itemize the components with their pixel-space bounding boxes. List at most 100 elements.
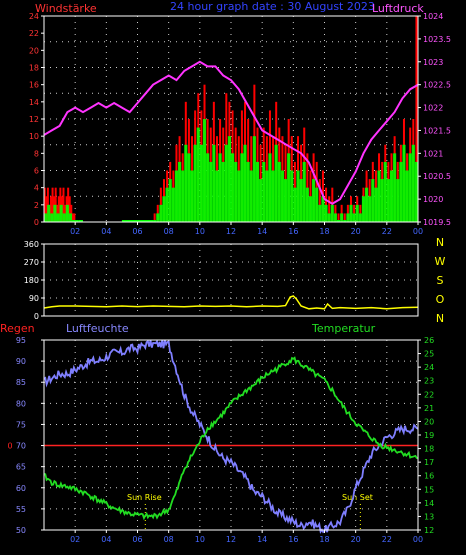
wind-tick-label: 2 (34, 201, 39, 210)
gust-band (333, 213, 337, 222)
gust-band (324, 204, 328, 222)
wind-tick-label: 20 (29, 46, 39, 55)
date-title: 24 hour graph date : 30 August 2023 (170, 0, 375, 13)
compass-label: O (436, 293, 445, 306)
gust-band (389, 170, 394, 222)
pressure-tick-label: 1020 (423, 195, 443, 204)
pressure-tick-label: 1022.5 (423, 81, 451, 90)
gust-band (159, 204, 163, 222)
gust-band (193, 144, 197, 222)
gust-band (262, 161, 266, 222)
gust-band (78, 220, 83, 222)
gust-band (343, 220, 347, 222)
wind-bar (328, 196, 331, 222)
pressure-tick-label: 1022 (423, 104, 443, 113)
humidity-title: Luftfeuchte (66, 322, 129, 335)
gust-band (414, 161, 418, 222)
gust-band (349, 204, 353, 222)
gust-band (361, 196, 366, 222)
x-tick-label: 06 (132, 535, 142, 544)
temperature-tick-label: 12 (424, 526, 434, 535)
gust-band (283, 179, 288, 222)
temperature-tick-label: 24 (424, 363, 434, 372)
wind-bar (337, 213, 340, 222)
gust-band (340, 213, 344, 222)
gust-band (156, 213, 160, 222)
gust-band (218, 153, 222, 222)
gust-band (383, 161, 387, 222)
gust-band (290, 170, 294, 222)
wind-bar (318, 179, 321, 222)
humidity-tick-label: 90 (16, 357, 26, 366)
x-tick-label: 14 (257, 227, 267, 236)
gust-band (221, 161, 225, 222)
x-tick-label: 04 (101, 535, 111, 544)
temperature-tick-label: 18 (424, 445, 434, 454)
gust-band (296, 170, 300, 222)
gust-band (199, 144, 203, 222)
gust-band (365, 187, 369, 222)
compass-label: W (435, 255, 446, 268)
gust-band (246, 161, 250, 222)
x-tick-label: 00 (413, 227, 423, 236)
gust-band (271, 170, 275, 222)
pressure-tick-label: 1020.5 (423, 172, 451, 181)
temperature-tick-label: 17 (424, 458, 434, 467)
wind-bar (353, 204, 356, 222)
gust-band (274, 144, 278, 222)
wind-bar (51, 187, 54, 222)
temperature-tick-label: 14 (424, 499, 434, 508)
wind-bar (56, 204, 59, 222)
x-tick-label: 04 (101, 227, 111, 236)
gust-band (121, 220, 138, 222)
gust-band (196, 127, 200, 222)
wind-bar (43, 187, 46, 222)
x-tick-label: 12 (226, 535, 236, 544)
gust-band (174, 170, 179, 222)
x-tick-label: 20 (351, 535, 361, 544)
gust-band (184, 144, 188, 222)
wind-bar (57, 196, 60, 222)
wind-bar (62, 187, 65, 222)
wind-bar (156, 204, 159, 222)
direction-tick-label: 180 (24, 276, 39, 285)
x-tick-label: 10 (195, 227, 205, 236)
direction-line (43, 295, 419, 310)
gust-band (190, 170, 194, 222)
x-tick-label: 02 (70, 535, 80, 544)
gust-band (377, 170, 381, 222)
compass-label: S (437, 274, 444, 287)
gust-band (308, 196, 313, 222)
gust-band (252, 136, 256, 222)
humidity-tick-label: 55 (16, 505, 26, 514)
gust-band (302, 161, 306, 222)
gust-band (386, 179, 390, 222)
gust-band (255, 161, 260, 222)
x-tick-label: 22 (382, 227, 392, 236)
gust-band (162, 196, 166, 222)
temperature-tick-label: 25 (424, 350, 434, 359)
gust-band (396, 179, 400, 222)
gust-band (62, 213, 66, 222)
gust-band (68, 213, 73, 222)
humidity-line (43, 339, 419, 534)
gust-band (287, 153, 291, 222)
wind-title: Windstärke (35, 2, 97, 15)
gust-band (224, 144, 228, 222)
gust-band (237, 170, 241, 222)
gust-band (330, 204, 334, 222)
wind-bar (359, 204, 362, 222)
wind-tick-label: 24 (29, 12, 39, 21)
wind-bar (153, 213, 156, 222)
wind-bar (71, 213, 74, 222)
temperature-tick-label: 26 (424, 336, 434, 345)
pressure-tick-label: 1021 (423, 149, 443, 158)
temperature-tick-label: 16 (424, 472, 434, 481)
gust-band (393, 153, 397, 222)
gust-band (75, 220, 79, 222)
gust-band (72, 220, 76, 222)
x-tick-label: 02 (70, 227, 80, 236)
x-tick-label: 18 (319, 227, 329, 236)
temperature-tick-label: 23 (424, 377, 434, 386)
